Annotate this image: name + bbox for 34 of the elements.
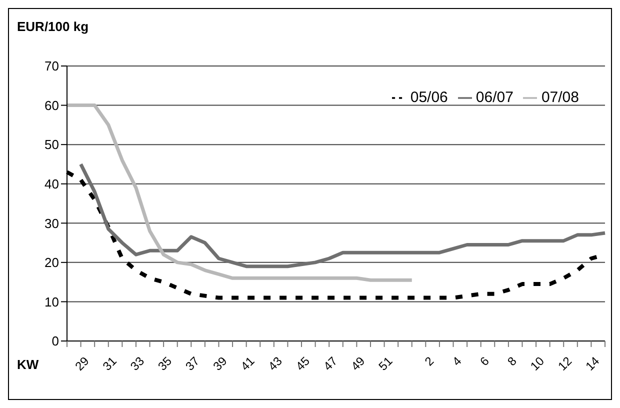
y-tick-label: 20 [44,255,59,270]
x-tick-label: 39 [210,354,230,374]
legend-label: 05/06 [410,89,448,106]
y-tick-label: 60 [44,98,59,113]
x-tick-label: 43 [266,354,286,374]
x-tick-label: 35 [155,354,175,374]
x-tick-label: 41 [238,354,258,374]
line-series [65,104,414,282]
x-axis-title: KW [17,357,39,372]
x-tick-label: 47 [320,354,340,374]
x-tick-label: 29 [72,354,92,374]
y-tick-label: 50 [44,137,59,152]
x-tick-label: 45 [293,354,313,374]
x-tick-label: 51 [376,354,396,374]
y-tick-label: 70 [44,58,59,74]
legend-label: 07/08 [541,89,579,106]
x-tick-label: 37 [182,354,202,374]
y-tick-label: 0 [52,334,59,349]
x-tick-label: 33 [128,354,148,374]
y-tick-label: 40 [44,176,59,192]
chart-title: EUR/100 kg [17,19,89,34]
legend-label: 06/07 [476,89,514,106]
x-tick-label: 2 [422,354,437,369]
x-tick-label: 49 [348,354,368,374]
line-series [79,162,607,268]
x-tick-label: 14 [582,354,602,374]
x-tick-label: 8 [504,354,520,369]
x-tick-label: 10 [528,354,548,374]
x-tick-label: 12 [555,354,575,374]
x-tick-label: 6 [477,354,492,369]
x-tick-label: 31 [100,354,120,374]
x-tick-label: 4 [450,354,464,369]
y-tick-label: 10 [44,294,59,310]
y-tick-label: 30 [44,216,59,231]
